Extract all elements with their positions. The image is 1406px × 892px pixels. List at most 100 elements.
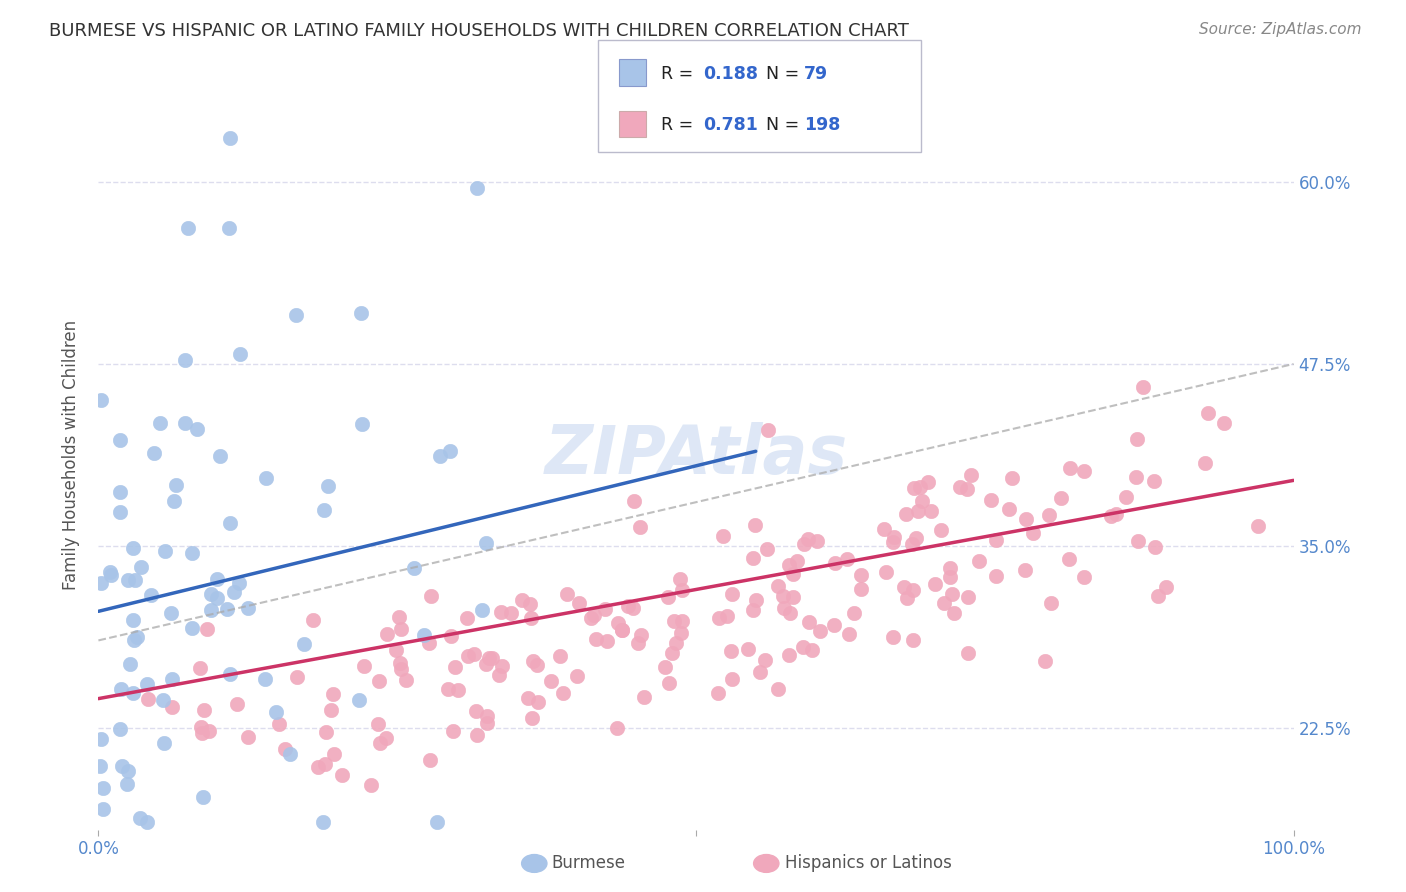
Point bbox=[198, 724, 221, 739]
Point bbox=[1001, 471, 1024, 485]
Point bbox=[903, 481, 925, 495]
Point bbox=[136, 692, 159, 706]
Point bbox=[177, 220, 200, 235]
Point bbox=[420, 589, 443, 603]
Point bbox=[302, 613, 325, 627]
Point bbox=[621, 600, 644, 615]
Point bbox=[389, 622, 412, 636]
Point bbox=[98, 565, 121, 579]
Point bbox=[418, 636, 440, 650]
Point bbox=[1146, 589, 1168, 603]
Point bbox=[756, 542, 779, 557]
Point bbox=[200, 587, 222, 601]
Point bbox=[186, 422, 208, 436]
Point bbox=[956, 482, 979, 496]
Point bbox=[1126, 432, 1149, 446]
Point bbox=[488, 667, 510, 681]
Point bbox=[395, 673, 418, 687]
Point bbox=[555, 587, 578, 601]
Point bbox=[352, 417, 374, 432]
Point bbox=[741, 551, 763, 566]
Point bbox=[905, 532, 928, 546]
Point bbox=[842, 607, 865, 621]
Point bbox=[658, 676, 681, 690]
Point bbox=[1247, 519, 1270, 533]
Point bbox=[1014, 563, 1036, 577]
Point bbox=[778, 648, 800, 662]
Point bbox=[893, 580, 915, 594]
Point bbox=[949, 480, 972, 494]
Point bbox=[475, 536, 498, 550]
Point bbox=[849, 582, 872, 597]
Point bbox=[91, 802, 114, 816]
Point bbox=[215, 602, 238, 616]
Point bbox=[321, 703, 343, 717]
Point bbox=[782, 566, 804, 581]
Point bbox=[1039, 596, 1062, 610]
Point bbox=[527, 695, 550, 709]
Point bbox=[911, 494, 934, 508]
Point bbox=[197, 622, 219, 636]
Point bbox=[160, 606, 183, 620]
Point bbox=[89, 758, 111, 772]
Point bbox=[143, 446, 166, 460]
Point bbox=[720, 673, 742, 687]
Point bbox=[628, 520, 651, 534]
Point bbox=[349, 693, 371, 707]
Point bbox=[228, 347, 250, 361]
Point bbox=[540, 674, 562, 689]
Point bbox=[115, 777, 138, 791]
Point bbox=[174, 417, 197, 431]
Point bbox=[627, 636, 650, 650]
Point bbox=[205, 591, 228, 605]
Point bbox=[1099, 509, 1122, 524]
Point bbox=[744, 518, 766, 533]
Point bbox=[986, 569, 1008, 583]
Point bbox=[110, 758, 132, 772]
Point bbox=[756, 423, 779, 437]
Point bbox=[110, 682, 132, 697]
Point bbox=[510, 593, 533, 607]
Point bbox=[520, 710, 543, 724]
Point bbox=[193, 703, 215, 717]
Y-axis label: Family Households with Children: Family Households with Children bbox=[62, 320, 80, 590]
Text: Source: ZipAtlas.com: Source: ZipAtlas.com bbox=[1198, 22, 1361, 37]
Point bbox=[1143, 474, 1166, 488]
Point bbox=[616, 599, 638, 613]
Point bbox=[980, 493, 1002, 508]
Point bbox=[91, 781, 114, 796]
Point bbox=[491, 605, 513, 619]
Point bbox=[322, 687, 344, 701]
Point bbox=[883, 530, 905, 544]
Point bbox=[1105, 507, 1128, 521]
Point bbox=[744, 593, 766, 607]
Point bbox=[1194, 456, 1216, 470]
Point bbox=[1154, 580, 1177, 594]
Point bbox=[225, 697, 247, 711]
Point bbox=[633, 690, 655, 704]
Point bbox=[481, 651, 503, 665]
Point bbox=[228, 575, 250, 590]
Point bbox=[520, 611, 543, 625]
Point bbox=[956, 590, 979, 604]
Point bbox=[901, 633, 924, 648]
Point bbox=[716, 609, 738, 624]
Text: 0.188: 0.188 bbox=[703, 64, 758, 83]
Point bbox=[368, 736, 391, 750]
Point bbox=[353, 659, 375, 673]
Point bbox=[330, 767, 353, 781]
Point bbox=[437, 681, 460, 696]
Point bbox=[439, 444, 461, 458]
Point bbox=[316, 479, 339, 493]
Point bbox=[707, 611, 730, 625]
Point bbox=[938, 560, 960, 574]
Point bbox=[519, 597, 541, 611]
Point bbox=[367, 716, 389, 731]
Point bbox=[779, 606, 801, 620]
Point bbox=[141, 588, 163, 602]
Point bbox=[124, 632, 146, 647]
Point bbox=[122, 613, 145, 627]
Point bbox=[118, 657, 141, 671]
Text: ZIPAtlas: ZIPAtlas bbox=[544, 422, 848, 488]
Text: 198: 198 bbox=[804, 116, 841, 134]
